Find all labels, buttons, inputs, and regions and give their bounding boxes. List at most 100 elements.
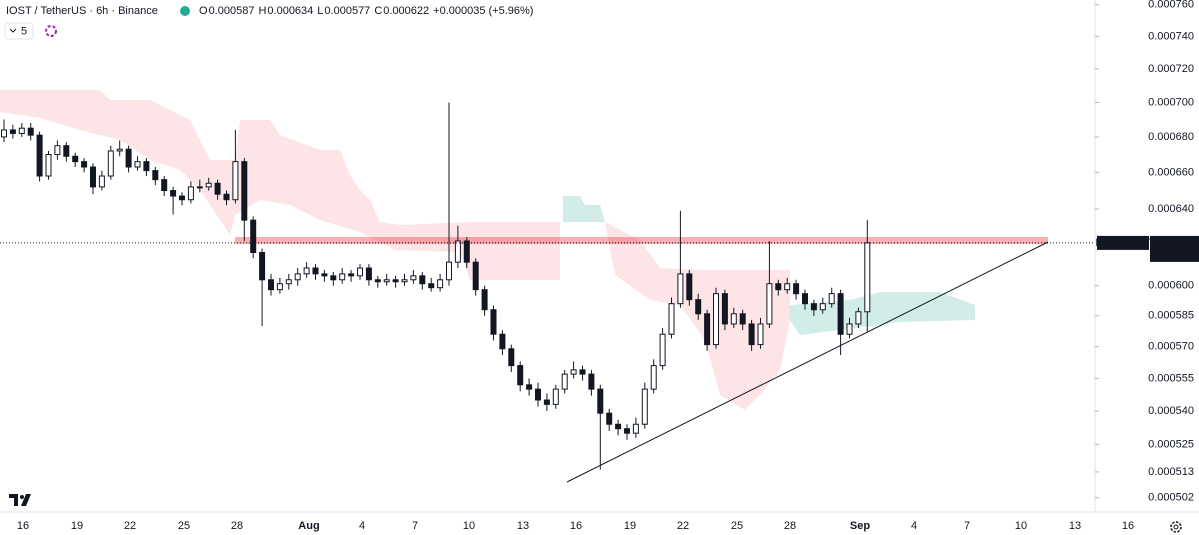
x-tick-label: Sep — [850, 520, 870, 532]
candle-body — [446, 261, 452, 281]
candle-body — [508, 348, 515, 367]
y-tick-label: 0.000660 — [1148, 166, 1194, 178]
candle-body — [9, 129, 16, 134]
candles — [1, 102, 871, 470]
symbol-tag — [1097, 235, 1149, 250]
candle-body — [695, 299, 702, 315]
x-tick-label: 13 — [1069, 520, 1081, 532]
legend-value: 0.000634 — [267, 5, 313, 17]
symbol-tag-text: IOSTUSDT — [1095, 237, 1151, 249]
y-tick-label: 0.000525 — [1148, 438, 1194, 450]
trendline — [566, 241, 1049, 483]
candle-body — [312, 267, 319, 275]
candle-body — [757, 323, 764, 346]
candle-body — [98, 175, 105, 188]
candle-body — [152, 170, 159, 181]
x-tick-label: 28 — [784, 520, 796, 532]
legend-label: O — [199, 5, 208, 17]
y-tick-label: 0.000540 — [1148, 405, 1194, 417]
candle-body — [463, 240, 470, 263]
y-tick-label: 0.000585 — [1148, 310, 1194, 322]
candle-body — [107, 150, 114, 177]
candle-body — [18, 127, 25, 134]
x-tick-label: 10 — [463, 520, 475, 532]
candle-body — [223, 193, 230, 201]
candle-body — [196, 186, 203, 189]
candle-body — [45, 154, 52, 177]
candle-body — [419, 275, 426, 285]
y-tick-label: 0.000760 — [1148, 0, 1194, 11]
legend-label: L — [317, 5, 323, 17]
legend-label: C — [374, 5, 382, 17]
candle-body — [659, 333, 666, 367]
candle-body — [686, 273, 693, 301]
candle-body — [810, 303, 817, 311]
x-tick-label: 4 — [359, 520, 365, 532]
x-tick-label: 4 — [911, 520, 917, 532]
candle-body — [214, 182, 221, 195]
resistance-zone — [235, 237, 1048, 244]
candle-body — [116, 148, 123, 152]
y-tick-label: 0.000600 — [1148, 280, 1194, 292]
candle-body — [677, 273, 684, 305]
y-tick-label: 0.000640 — [1148, 203, 1194, 215]
candle-body — [472, 261, 479, 291]
x-tick-label: 25 — [731, 520, 743, 532]
candle-body — [730, 313, 737, 325]
candle-body — [632, 423, 639, 434]
indicator-icon[interactable] — [45, 25, 57, 37]
candle-body — [454, 240, 461, 263]
y-tick-label: 0.000570 — [1148, 341, 1194, 353]
candle-body — [855, 311, 862, 325]
candle-body — [348, 273, 355, 277]
candle-body — [401, 279, 408, 283]
candle-body — [766, 283, 773, 325]
candle-body — [704, 313, 711, 346]
cloud-green — [790, 292, 975, 335]
candle-body — [36, 134, 43, 177]
candle-body — [819, 303, 826, 311]
candle-body — [552, 388, 559, 405]
candle-body — [54, 145, 61, 156]
indicators-toggle[interactable] — [4, 22, 34, 40]
candle-body — [517, 365, 524, 386]
x-tick-label: 7 — [964, 520, 970, 532]
candle-body — [170, 190, 177, 197]
candle-body — [428, 283, 435, 289]
candle-body — [535, 388, 541, 401]
cloud-red — [605, 222, 790, 410]
x-tick-label: 19 — [71, 520, 83, 532]
candle-body — [187, 186, 194, 201]
settings-gear[interactable] — [1170, 521, 1182, 533]
y-tick-label: 0.000555 — [1148, 372, 1194, 384]
candle-body — [561, 373, 568, 390]
candle-body — [1, 129, 7, 138]
candle-body — [285, 279, 292, 285]
candle-body — [330, 275, 337, 281]
candle-body — [63, 145, 70, 157]
cloud-red — [0, 90, 560, 280]
price-tag — [1150, 235, 1199, 262]
x-tick-label: 16 — [17, 520, 29, 532]
x-tick-label: 19 — [624, 520, 636, 532]
candle-body — [357, 267, 363, 277]
candle-body — [392, 279, 399, 283]
candle-body — [721, 293, 728, 325]
candle-body — [837, 293, 844, 335]
candle-body — [72, 155, 79, 163]
chevron — [9, 28, 17, 33]
y-tick-label: 0.000700 — [1148, 96, 1194, 108]
candle-body — [410, 275, 417, 281]
candle-body — [481, 289, 488, 311]
candle-body — [339, 273, 346, 281]
candle-body — [588, 373, 595, 390]
candle-body — [276, 283, 283, 291]
symbol-title: IOST / TetherUS · 6h · Binance — [6, 5, 158, 17]
legend-value: 0.000577 — [324, 5, 370, 17]
indicator-count: 5 — [21, 25, 27, 37]
candle-body — [125, 148, 132, 168]
x-tick-label: 16 — [1122, 520, 1134, 532]
candle-body — [303, 267, 310, 275]
candle-body — [81, 161, 88, 168]
